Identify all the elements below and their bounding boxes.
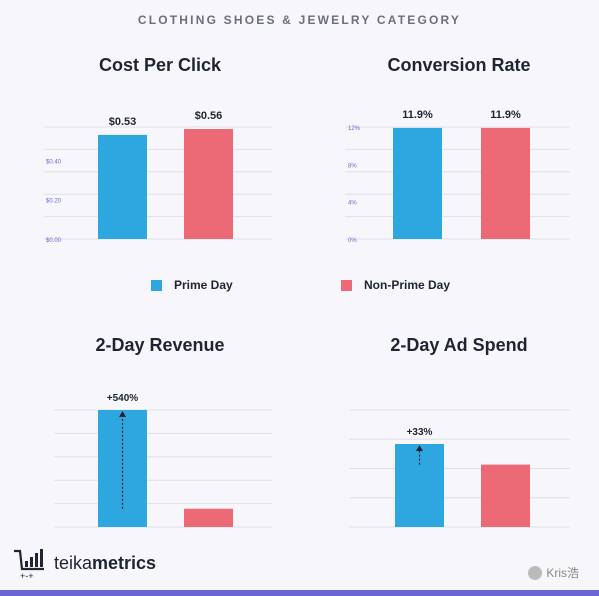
y-tick-label: 0% [348,238,357,244]
y-tick-label: $0.40 [46,159,62,165]
data-label: 11.9% [402,109,433,121]
bar-non-prime-day [481,127,530,239]
bar-prime-day [98,134,147,239]
brand-logo: +-+ teikametrics [12,545,156,581]
wechat-icon [528,565,543,580]
data-label: 11.9% [490,109,521,121]
growth-annotation: +540% [107,393,139,404]
legend-non-prime: Non-Prime Day [341,278,450,292]
bar-prime-day [395,444,444,527]
data-label: $0.53 [109,116,137,128]
bar-non-prime-day [184,508,233,527]
legend-label-non-prime: Non-Prime Day [364,278,451,292]
y-tick-label: 4% [348,201,357,207]
page-header: CLOTHING SHOES & JEWELRY CATEGORY [137,13,462,27]
bottom-accent-bar [0,590,599,596]
legend-swatch-non-prime [341,279,352,291]
bar-prime-day [393,127,442,239]
y-tick-label: $0.00 [46,238,62,244]
legend-swatch-prime [151,279,162,291]
svg-text:+-+: +-+ [20,571,34,581]
y-tick-label: $0.20 [46,199,62,205]
growth-arrow-head [416,445,423,451]
chart-title-revenue: 2-Day Revenue [95,335,225,355]
brand-prefix: teika [54,552,93,573]
bar-non-prime-day [481,464,530,527]
chart-title-cpc: Cost Per Click [98,55,222,75]
growth-annotation: +33% [407,427,433,438]
legend-prime: Prime Day [151,278,233,292]
growth-arrow-head [119,411,126,417]
chart-title-conversion: Conversion Rate [387,55,531,75]
brand-bold: metrics [92,552,157,573]
data-label: $0.56 [195,110,223,122]
bar-chart-cart-icon: +-+ [14,549,44,581]
legend-label-prime: Prime Day [174,278,233,292]
bar-non-prime-day [184,129,233,239]
y-tick-label: 12% [348,126,361,132]
y-tick-label: 8% [348,163,357,169]
brand-name: teikametrics [54,553,156,574]
watermark-text: Kris浩 [546,566,579,580]
watermark: Kris浩 [528,564,579,581]
chart-title-ad-spend: 2-Day Ad Spend [390,335,528,355]
